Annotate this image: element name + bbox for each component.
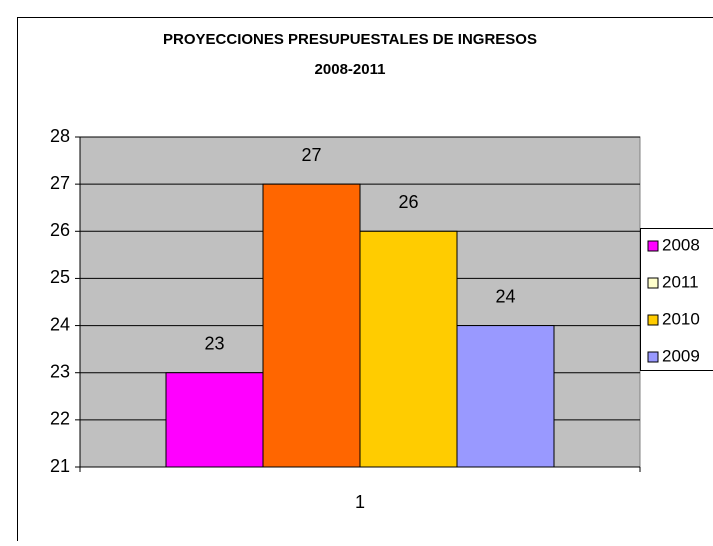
legend-label: 2009 [662, 346, 700, 365]
legend-label: 2011 [662, 272, 699, 291]
legend-swatch [648, 241, 658, 251]
legend-swatch [648, 278, 658, 288]
y-tick-label: 25 [50, 267, 70, 287]
y-tick-label: 21 [50, 456, 70, 476]
chart-subtitle: 2008-2011 [315, 61, 386, 78]
chart-title: PROYECCIONES PRESUPUESTALES DE INGRESOS [163, 31, 537, 48]
y-tick-label: 28 [50, 126, 70, 146]
data-label: 26 [398, 192, 418, 212]
bar [263, 184, 360, 467]
legend-label: 2008 [662, 235, 700, 254]
bar [360, 231, 457, 467]
y-tick-label: 23 [50, 361, 70, 381]
data-label: 24 [495, 286, 515, 306]
bar [166, 373, 263, 467]
legend-swatch [648, 315, 658, 325]
legend-swatch [648, 352, 658, 362]
data-label: 27 [301, 145, 321, 165]
y-tick-label: 27 [50, 173, 70, 193]
y-tick-label: 22 [50, 409, 70, 429]
y-tick-label: 24 [50, 314, 70, 334]
data-label: 23 [204, 333, 224, 353]
legend-label: 2010 [662, 309, 700, 328]
x-tick-label: 1 [355, 492, 365, 512]
bar [457, 326, 554, 467]
y-tick-label: 26 [50, 220, 70, 240]
